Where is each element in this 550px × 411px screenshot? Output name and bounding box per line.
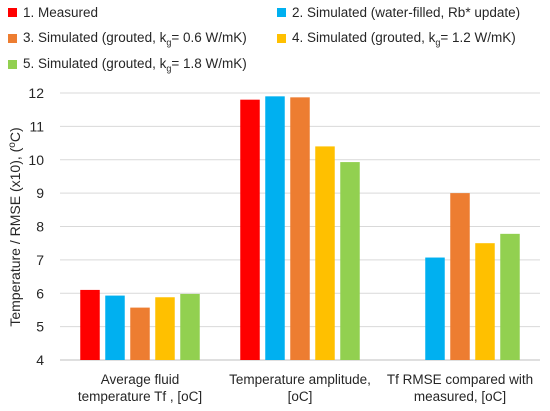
bar <box>105 295 125 360</box>
legend-label: 2. Simulated (water-filled, Rb* update) <box>292 5 521 20</box>
chart-legend: 1. Measured 2. Simulated (water-filled, R… <box>0 0 550 80</box>
y-tick-label: 5 <box>36 319 44 335</box>
bar <box>180 293 200 360</box>
legend-label: 3. Simulated (grouted, kg= 0.6 W/mK) <box>23 30 247 48</box>
y-tick-label: 7 <box>36 252 44 268</box>
bar <box>130 307 150 360</box>
bar <box>340 162 360 360</box>
bar <box>450 193 470 360</box>
y-tick-label: 12 <box>28 85 44 101</box>
bar <box>155 297 175 360</box>
legend-swatch <box>277 34 286 44</box>
x-category-label: Temperature amplitude, [oC] <box>229 372 371 404</box>
legend-swatch <box>8 34 17 44</box>
bar <box>265 96 285 361</box>
bar <box>240 99 260 361</box>
legend-label: 4. Simulated (grouted, kg= 1.2 W/mK) <box>292 30 516 48</box>
legend-swatch <box>277 8 286 17</box>
legend-item: 5. Simulated (grouted, kg= 1.8 W/mK) <box>8 56 247 74</box>
legend-swatch <box>8 60 17 70</box>
legend-item: 1. Measured <box>8 5 98 20</box>
y-tick-label: 10 <box>28 152 44 168</box>
y-tick-label: 6 <box>36 285 44 301</box>
legend-label: 1. Measured <box>23 5 99 20</box>
y-tick-label: 8 <box>36 219 44 235</box>
legend-label: 5. Simulated (grouted, kg= 1.8 W/mK) <box>23 56 247 74</box>
legend-item: 4. Simulated (grouted, kg= 1.2 W/mK) <box>277 30 516 48</box>
y-axis-label: Temperature / RMSE (x10), (oC) <box>7 127 24 326</box>
bar <box>315 146 335 360</box>
y-tick-label: 9 <box>36 185 44 201</box>
bar <box>80 289 100 360</box>
x-category-label: Average fluid temperature Tf , [oC] <box>78 372 202 404</box>
legend-swatch <box>8 8 17 17</box>
y-tick-label: 4 <box>36 352 44 368</box>
bar <box>475 243 495 360</box>
bar <box>290 97 310 361</box>
y-tick-label: 11 <box>29 118 44 134</box>
bar <box>500 233 520 360</box>
bar <box>425 257 445 360</box>
legend-item: 2. Simulated (water-filled, Rb* update) <box>277 5 520 20</box>
legend-item: 3. Simulated (grouted, kg= 0.6 W/mK) <box>8 30 247 48</box>
x-category-label: Tf RMSE compared with measured, [oC] <box>387 372 533 404</box>
